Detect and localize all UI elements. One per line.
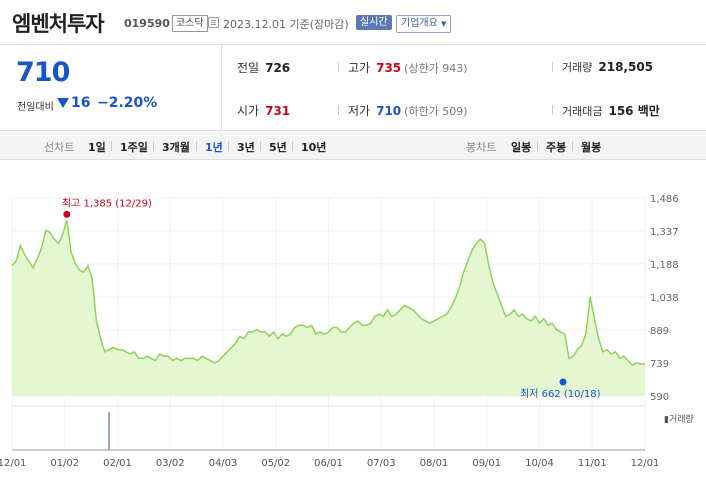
- prev-close-value: 726: [265, 61, 291, 75]
- open-label: 시가: [237, 104, 260, 118]
- y-tick-label: 1,337: [650, 227, 679, 238]
- high-label: 고가: [348, 61, 371, 75]
- y-tick-label: 1,486: [650, 194, 679, 205]
- low-price: 저가 710 (하한가 509): [348, 102, 468, 119]
- x-tick-label: 05/02: [261, 458, 290, 469]
- x-tick-label: 02/01: [103, 458, 132, 469]
- x-tick-label: 06/01: [314, 458, 343, 469]
- y-tick-label: 889: [650, 326, 669, 337]
- quote-panel: 710 전일대비 16 −2.20% 전일 726 고가 735 (상한가 943) …: [0, 44, 706, 131]
- high-value: 735: [376, 61, 402, 75]
- open-value: 731: [265, 104, 291, 118]
- x-tick-label: 08/01: [420, 458, 449, 469]
- price-line: [11, 220, 645, 367]
- change-label: 전일대비: [17, 102, 54, 113]
- x-tick-label: 12/01: [631, 458, 660, 469]
- prev-close: 전일 726: [237, 59, 290, 76]
- volume-bar: [108, 412, 110, 450]
- market-badge: 코스닥: [172, 15, 208, 32]
- change-percent: −2.20%: [97, 95, 158, 111]
- min-marker: [559, 378, 567, 386]
- y-tick-label: 739: [650, 359, 669, 370]
- x-tick-label: 03/02: [156, 458, 185, 469]
- chart-tabs: 선차트 1일 1주일 3개월 1년 3년 5년 10년 봉차트 일봉 주봉 월봉: [0, 130, 706, 160]
- upper-limit: (상한가 943): [404, 62, 468, 75]
- candle-chart-label: 봉차트: [466, 141, 497, 154]
- y-tick-label: 590: [650, 392, 669, 403]
- volume: 거래량 218,505: [562, 59, 653, 75]
- x-tick-label: 12/01: [0, 458, 26, 469]
- low-label: 저가: [348, 104, 371, 118]
- base-date: 2023.12.01 기준(장마감): [223, 18, 349, 31]
- tab-1d[interactable]: 1일: [88, 141, 106, 154]
- price-area: [12, 220, 645, 396]
- x-tick-label: 01/02: [50, 458, 79, 469]
- max-annotation: 최고 1,385 (12/29): [62, 197, 152, 209]
- company-info-label: 기업개요: [401, 18, 438, 29]
- company-info-button[interactable]: 기업개요 ▼: [396, 15, 452, 33]
- price-chart-svg: 1,486 1,337 1,188 1,038 889 739 590 12/01 01/02…: [0, 194, 694, 469]
- x-tick-label: 11/01: [578, 458, 607, 469]
- tab-3y[interactable]: 3년: [237, 141, 255, 154]
- current-price: 710: [16, 57, 70, 88]
- price-box: 710 전일대비 16 −2.20%: [0, 45, 222, 131]
- tab-monthly[interactable]: 월봉: [581, 141, 602, 154]
- x-tick-label: 04/03: [209, 458, 238, 469]
- trade-amount: 거래대금 156 백만: [562, 102, 660, 119]
- y-tick-label: 1,188: [650, 260, 679, 271]
- min-annotation: 최저 662 (10/18): [520, 388, 601, 400]
- price-chart: 1,486 1,337 1,188 1,038 889 739 590 12/01 01/02…: [0, 160, 706, 488]
- tab-daily[interactable]: 일봉: [511, 141, 532, 154]
- realtime-button[interactable]: 실시간: [356, 15, 392, 30]
- tab-5y[interactable]: 5년: [269, 141, 287, 154]
- chevron-down-icon: ▼: [441, 20, 447, 28]
- max-marker: [63, 210, 71, 218]
- header: 엠벤처투자 019590 코스닥 2023.12.01 기준(장마감) 실시간 …: [0, 0, 706, 44]
- amount-value: 156 백만: [608, 104, 660, 118]
- prev-close-label: 전일: [237, 61, 260, 75]
- calendar-icon: [208, 17, 219, 28]
- tab-10y[interactable]: 10년: [301, 141, 327, 154]
- volume-label: 거래량: [562, 61, 593, 74]
- line-chart-label: 선차트: [44, 141, 75, 154]
- tab-1y[interactable]: 1년: [205, 141, 223, 154]
- low-value: 710: [376, 104, 402, 118]
- x-tick-label: 07/03: [367, 458, 396, 469]
- y-tick-label: 1,038: [650, 293, 679, 304]
- x-tick-label: 10/04: [525, 458, 554, 469]
- amount-label: 거래대금: [562, 105, 603, 118]
- high-price: 고가 735 (상한가 943): [348, 59, 468, 76]
- change-value: 16: [71, 95, 91, 111]
- lower-limit: (하한가 509): [404, 105, 468, 118]
- stock-name: 엠벤처투자: [12, 12, 105, 36]
- stock-code: 019590: [124, 17, 170, 30]
- volume-value: 218,505: [598, 60, 654, 74]
- open-price: 시가 731: [237, 102, 290, 119]
- x-tick-label: 09/01: [472, 458, 501, 469]
- tab-3m[interactable]: 3개월: [162, 141, 190, 154]
- tab-1w[interactable]: 1주일: [120, 141, 148, 154]
- tab-weekly[interactable]: 주봉: [546, 141, 567, 154]
- down-triangle-icon: [57, 98, 69, 108]
- volume-axis-label: ▮거래량: [664, 413, 694, 425]
